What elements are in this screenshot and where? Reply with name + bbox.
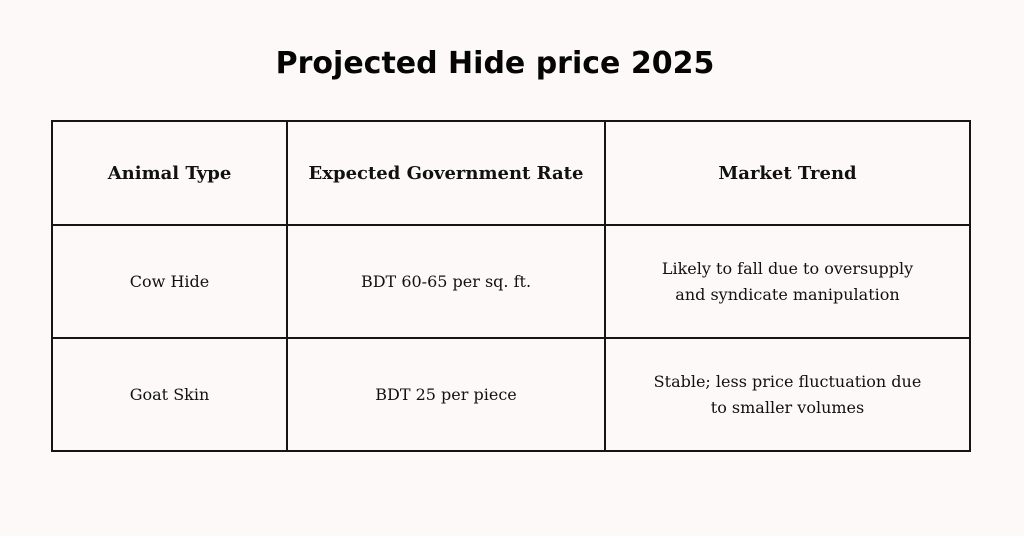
- header-market-trend: Market Trend: [604, 120, 971, 226]
- cell-trend-line: Likely to fall due to oversupply: [661, 258, 914, 278]
- header-animal-type: Animal Type: [51, 120, 288, 226]
- table-header-row: Animal Type Expected Government Rate Mar…: [51, 120, 971, 226]
- page-title: Projected Hide price 2025: [275, 46, 715, 81]
- cell-animal-type: Goat Skin: [51, 337, 288, 452]
- cell-trend: Likely to fall due to oversupply and syn…: [604, 224, 971, 339]
- cell-rate: BDT 25 per piece: [286, 337, 606, 452]
- cell-trend: Stable; less price fluctuation due to sm…: [604, 337, 971, 452]
- cell-trend-line: Stable; less price fluctuation due: [653, 371, 922, 391]
- cell-trend-line: and syndicate manipulation: [675, 284, 900, 304]
- cell-animal-type: Cow Hide: [51, 224, 288, 339]
- cell-rate: BDT 60-65 per sq. ft.: [286, 224, 606, 339]
- table-row: Goat Skin BDT 25 per piece Stable; less …: [51, 337, 971, 452]
- table-row: Cow Hide BDT 60-65 per sq. ft. Likely to…: [51, 224, 971, 339]
- hide-price-table: Animal Type Expected Government Rate Mar…: [51, 120, 971, 452]
- cell-trend-line: to smaller volumes: [710, 397, 865, 417]
- header-expected-rate: Expected Government Rate: [286, 120, 606, 226]
